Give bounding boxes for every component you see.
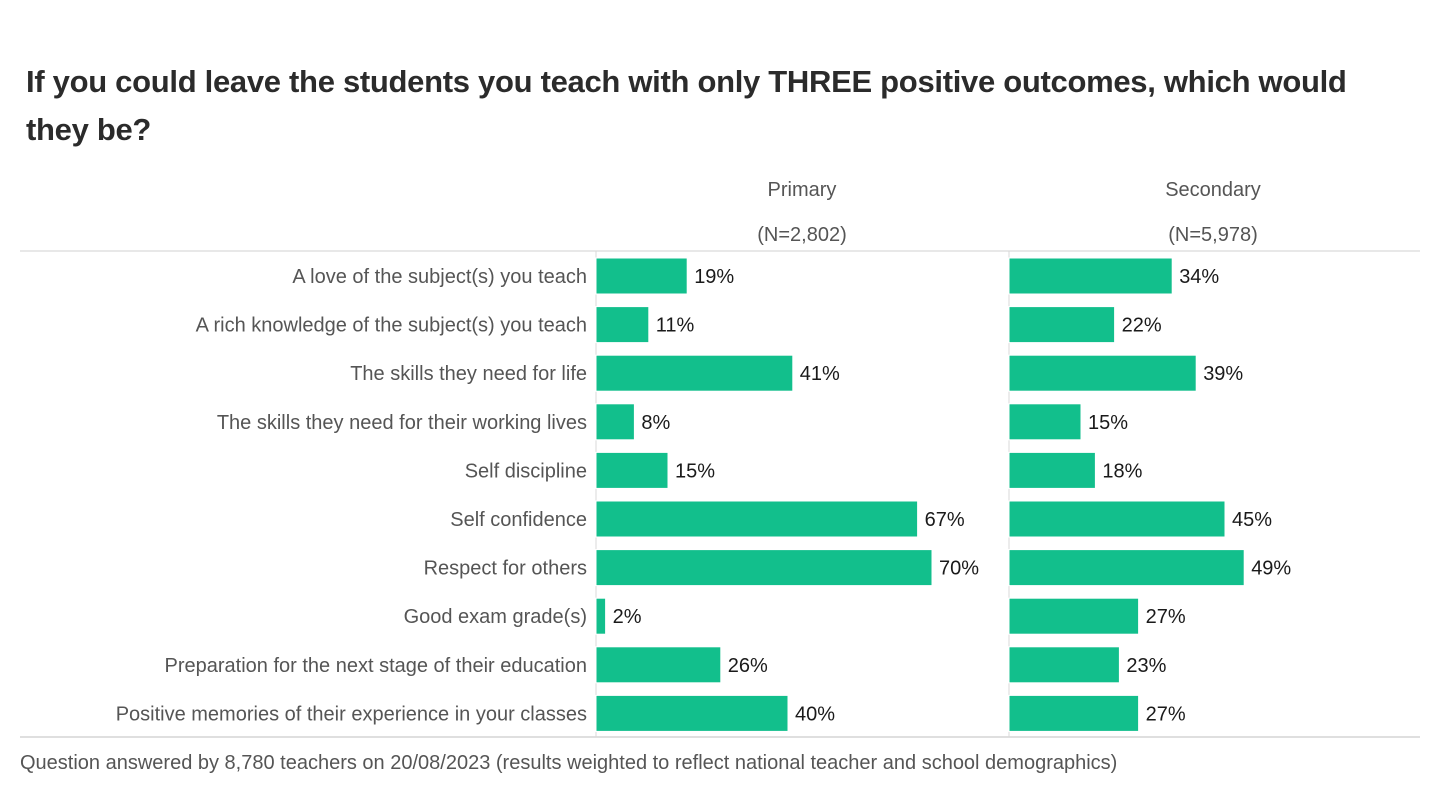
data-label-secondary: 15%	[1088, 412, 1128, 434]
data-label-secondary: 23%	[1126, 655, 1166, 677]
bar-primary	[595, 646, 722, 684]
data-label-primary: 41%	[800, 363, 840, 385]
footnote: Question answered by 8,780 teachers on 2…	[20, 752, 1118, 774]
bar-primary	[595, 694, 789, 732]
bar-primary	[595, 451, 669, 489]
data-label-secondary: 34%	[1179, 266, 1219, 288]
bar-secondary	[1008, 403, 1082, 441]
bar-secondary	[1008, 500, 1226, 538]
data-label-primary: 26%	[728, 655, 768, 677]
data-label-secondary: 22%	[1122, 315, 1162, 337]
bar-primary	[595, 257, 688, 295]
chart-title: If you could leave the students you teac…	[26, 64, 1347, 147]
data-label-primary: 2%	[613, 606, 642, 628]
category-label: Self confidence	[450, 509, 587, 531]
data-label-primary: 19%	[694, 266, 734, 288]
category-label: A rich knowledge of the subject(s) you t…	[196, 315, 587, 337]
data-label-secondary: 18%	[1102, 460, 1142, 482]
bar-secondary	[1008, 257, 1173, 295]
category-label: Self discipline	[465, 460, 587, 482]
category-label: Preparation for the next stage of their …	[165, 655, 588, 677]
category-label: Positive memories of their experience in…	[116, 703, 587, 725]
bar-secondary	[1008, 451, 1096, 489]
data-label-secondary: 27%	[1146, 606, 1186, 628]
category-label: The skills they need for their working l…	[217, 412, 587, 434]
bar-secondary	[1008, 549, 1245, 587]
category-label: The skills they need for life	[350, 363, 587, 385]
series-header-0: Primary	[768, 179, 837, 201]
bar-primary	[595, 500, 919, 538]
data-label-secondary: 27%	[1146, 703, 1186, 725]
bar-primary	[595, 354, 794, 392]
bar-primary	[595, 306, 650, 344]
category-label: Respect for others	[424, 558, 587, 580]
series-header-1: Secondary	[1165, 179, 1261, 201]
bar-primary	[595, 403, 635, 441]
bar-secondary	[1008, 306, 1116, 344]
data-label-primary: 70%	[939, 558, 979, 580]
bar-secondary	[1008, 597, 1140, 635]
category-label: Good exam grade(s)	[404, 606, 587, 628]
data-label-secondary: 39%	[1203, 363, 1243, 385]
data-label-primary: 40%	[795, 703, 835, 725]
data-label-primary: 15%	[675, 460, 715, 482]
bar-secondary	[1008, 646, 1120, 684]
series-n-label-1: (N=5,978)	[1168, 224, 1258, 246]
series-n-label-0: (N=2,802)	[757, 224, 847, 246]
data-label-primary: 67%	[925, 509, 965, 531]
data-label-secondary: 45%	[1232, 509, 1272, 531]
data-label-primary: 8%	[641, 412, 670, 434]
bar-secondary	[1008, 354, 1197, 392]
bar-primary	[595, 549, 933, 587]
data-label-secondary: 49%	[1251, 558, 1291, 580]
bar-primary	[595, 597, 607, 635]
data-label-primary: 11%	[656, 315, 695, 337]
bar-secondary	[1008, 694, 1140, 732]
category-label: A love of the subject(s) you teach	[292, 266, 587, 288]
